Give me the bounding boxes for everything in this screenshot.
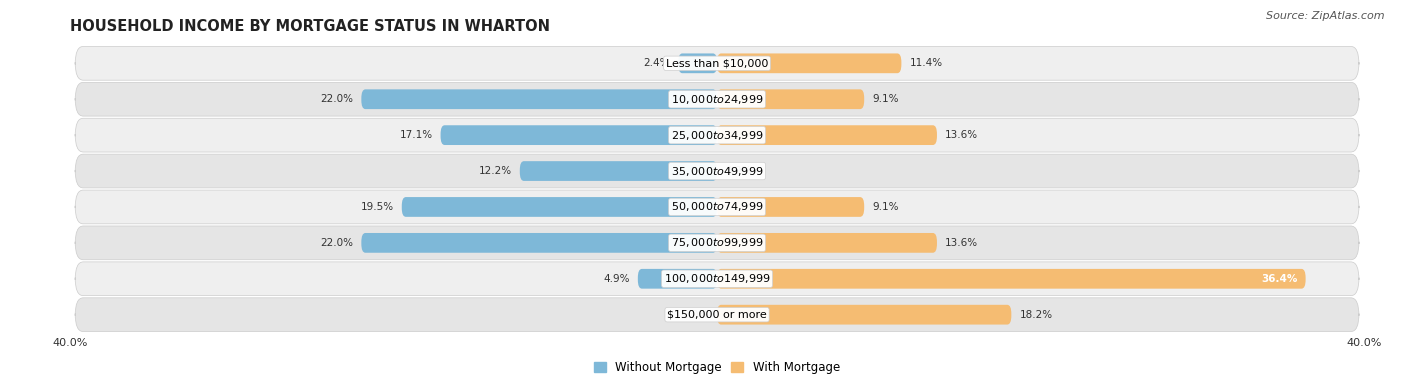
Legend: Without Mortgage, With Mortgage: Without Mortgage, With Mortgage — [589, 356, 845, 378]
FancyBboxPatch shape — [440, 125, 717, 145]
Text: 11.4%: 11.4% — [910, 58, 942, 68]
Text: 36.4%: 36.4% — [1261, 274, 1298, 284]
Text: 2.4%: 2.4% — [644, 58, 671, 68]
Text: $75,000 to $99,999: $75,000 to $99,999 — [671, 236, 763, 249]
FancyBboxPatch shape — [361, 233, 717, 253]
FancyBboxPatch shape — [717, 89, 865, 109]
FancyBboxPatch shape — [75, 262, 1360, 296]
FancyBboxPatch shape — [75, 298, 1360, 332]
FancyBboxPatch shape — [717, 269, 1306, 289]
Text: Less than $10,000: Less than $10,000 — [666, 58, 768, 68]
FancyBboxPatch shape — [75, 82, 1360, 116]
FancyBboxPatch shape — [520, 161, 717, 181]
FancyBboxPatch shape — [75, 46, 1360, 80]
Text: $35,000 to $49,999: $35,000 to $49,999 — [671, 164, 763, 178]
FancyBboxPatch shape — [717, 305, 1011, 325]
Text: 9.1%: 9.1% — [872, 202, 898, 212]
FancyBboxPatch shape — [75, 118, 1360, 152]
FancyBboxPatch shape — [717, 53, 901, 73]
Text: $10,000 to $24,999: $10,000 to $24,999 — [671, 93, 763, 106]
Text: 18.2%: 18.2% — [1019, 310, 1053, 320]
FancyBboxPatch shape — [75, 154, 1360, 188]
FancyBboxPatch shape — [402, 197, 717, 217]
FancyBboxPatch shape — [678, 53, 717, 73]
Text: HOUSEHOLD INCOME BY MORTGAGE STATUS IN WHARTON: HOUSEHOLD INCOME BY MORTGAGE STATUS IN W… — [70, 20, 550, 34]
Text: 9.1%: 9.1% — [872, 94, 898, 104]
FancyBboxPatch shape — [717, 233, 936, 253]
Text: 0.0%: 0.0% — [683, 310, 709, 320]
Text: $150,000 or more: $150,000 or more — [668, 310, 766, 320]
Text: $100,000 to $149,999: $100,000 to $149,999 — [664, 272, 770, 285]
Text: $25,000 to $34,999: $25,000 to $34,999 — [671, 129, 763, 142]
Text: 13.6%: 13.6% — [945, 130, 979, 140]
FancyBboxPatch shape — [75, 190, 1360, 224]
FancyBboxPatch shape — [638, 269, 717, 289]
Text: 12.2%: 12.2% — [478, 166, 512, 176]
Text: 17.1%: 17.1% — [399, 130, 433, 140]
Text: 22.0%: 22.0% — [321, 238, 353, 248]
Text: 22.0%: 22.0% — [321, 94, 353, 104]
FancyBboxPatch shape — [361, 89, 717, 109]
Text: 4.9%: 4.9% — [603, 274, 630, 284]
Text: $50,000 to $74,999: $50,000 to $74,999 — [671, 200, 763, 214]
FancyBboxPatch shape — [717, 125, 936, 145]
FancyBboxPatch shape — [717, 197, 865, 217]
FancyBboxPatch shape — [75, 226, 1360, 260]
Text: 13.6%: 13.6% — [945, 238, 979, 248]
Text: 0.0%: 0.0% — [725, 166, 751, 176]
Text: 19.5%: 19.5% — [360, 202, 394, 212]
Text: Source: ZipAtlas.com: Source: ZipAtlas.com — [1267, 11, 1385, 21]
